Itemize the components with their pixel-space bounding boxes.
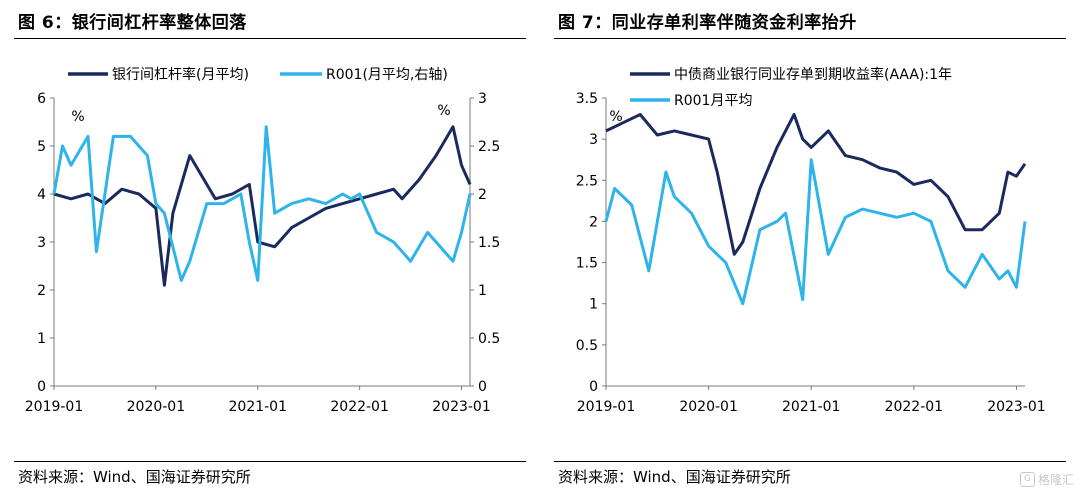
figure-6-panel: 图 6：银行间杠杆率整体回落 0 1 2 3 4 5 6 0 0.5 1 1.5 2 2.5 3 2019-…: [14, 13, 526, 486]
left-y-tick-label: 6: [37, 91, 46, 107]
legend-label-1: 中债商业银行同业存单到期收益率(AAA):1年: [674, 66, 952, 83]
left-y-tick-label: 3.5: [576, 91, 598, 107]
x-tick-label: 2021-01: [782, 399, 841, 415]
left-y-tick-label: 0: [37, 379, 46, 395]
series-line-1: [53, 125, 472, 287]
left-y-tick-label: 0.5: [576, 338, 598, 354]
x-tick-label: 2020-01: [127, 399, 186, 415]
x-tick-label: 2022-01: [885, 399, 944, 415]
figure-6-source: 资料来源：Wind、国海证券研究所: [18, 468, 251, 486]
figure-7-chart: 0 0.5 1 1.5 2 2.5 3 3.5 2019-01 2020-01 2021-01 202…: [576, 66, 1046, 415]
left-y-tick-label: 1: [37, 331, 46, 347]
right-y-tick-label: 2.5: [478, 139, 500, 155]
right-y-tick-label: 0: [478, 379, 487, 395]
legend-label-2: R001(月平均,右轴): [326, 67, 448, 83]
left-y-tick-label: 2: [37, 283, 46, 299]
left-y-tick-label: 0: [589, 379, 598, 395]
x-tick-label: 2023-01: [432, 399, 491, 415]
right-y-tick-label: 2: [478, 187, 487, 203]
left-axis-unit: %: [609, 109, 622, 125]
right-y-tick-label: 1.5: [478, 235, 500, 251]
left-y-tick-label: 2: [589, 214, 598, 230]
figure-6-source-rule: [14, 461, 526, 462]
right-y-tick-label: 1: [478, 283, 487, 299]
figure-6-title: 图 6：银行间杠杆率整体回落: [18, 13, 247, 33]
series-line-1: [605, 113, 1027, 256]
figure-6-title-rule: [14, 38, 526, 39]
left-y-tick-label: 1: [589, 297, 598, 313]
watermark-text: 格隆汇: [1037, 473, 1074, 487]
left-y-tick-label: 5: [37, 139, 46, 155]
series-line-2: [52, 125, 472, 282]
figure-7-source: 资料来源：Wind、国海证券研究所: [558, 468, 791, 486]
right-y-tick-label: 3: [478, 91, 487, 107]
figure-6-chart: 0 1 2 3 4 5 6 0 0.5 1 1.5 2 2.5 3 2019-01 2020-01 2021-0…: [25, 66, 501, 415]
left-axis-unit: %: [71, 109, 84, 125]
figure-7-title-rule: [554, 38, 1066, 39]
x-tick-label: 2021-01: [229, 399, 288, 415]
left-y-tick-label: 1.5: [576, 256, 598, 272]
left-y-tick-label: 2.5: [576, 173, 598, 189]
x-tick-label: 2022-01: [330, 399, 389, 415]
series-line-2: [604, 158, 1027, 306]
figure-7-title: 图 7：同业存单利率伴随资金利率抬升: [558, 13, 857, 33]
left-y-tick-label: 4: [37, 187, 46, 203]
left-y-tick-label: 3: [37, 235, 46, 251]
left-y-tick-label: 3: [589, 132, 598, 148]
right-axis-unit: %: [437, 103, 450, 119]
x-tick-label: 2019-01: [577, 399, 636, 415]
right-y-tick-label: 0.5: [478, 331, 500, 347]
legend-label-2: R001月平均: [674, 93, 752, 109]
x-tick-label: 2023-01: [987, 399, 1046, 415]
gelonghui-logo-icon: G: [1019, 472, 1035, 487]
legend-label-1: 银行间杠杆率(月平均): [112, 66, 249, 83]
figure-7-panel: 图 7：同业存单利率伴随资金利率抬升 0 0.5 1 1.5 2 2.5 3 3.5 2019-…: [540, 0, 1080, 492]
x-tick-label: 2020-01: [679, 399, 738, 415]
watermark: G 格隆汇: [1019, 471, 1074, 488]
figure-7-source-rule: [554, 461, 1066, 462]
x-tick-label: 2019-01: [25, 399, 84, 415]
